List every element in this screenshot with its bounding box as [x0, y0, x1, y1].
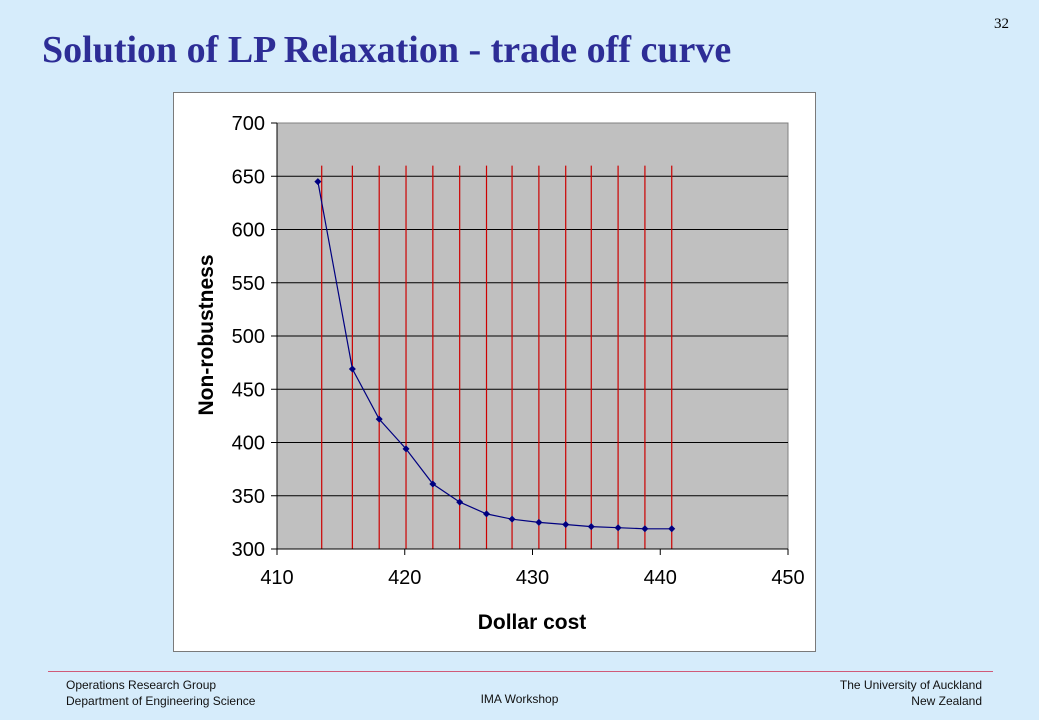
footer-university: The University of Auckland — [839, 678, 982, 692]
series-line — [317, 181, 672, 530]
x-tick-label-410: 410 — [260, 567, 293, 589]
y-tick-label-400: 400 — [232, 433, 265, 455]
data-point-9 — [535, 518, 543, 526]
y-axis-title: Non-robustness — [195, 254, 218, 415]
y-tick-label-300: 300 — [232, 539, 265, 561]
y-tick-label-450: 450 — [232, 379, 265, 401]
footer-event: IMA Workshop — [480, 692, 559, 706]
data-point-10 — [562, 521, 570, 529]
y-tick-label-550: 550 — [232, 273, 265, 295]
data-point-13 — [641, 525, 649, 533]
data-point-1 — [314, 178, 322, 186]
y-tick-label-600: 600 — [232, 220, 265, 242]
series — [314, 178, 676, 533]
footer-center: IMA Workshop — [0, 691, 1039, 707]
y-tick-label-700: 700 — [232, 113, 265, 135]
footer-department: Department of Engineering Science — [66, 694, 256, 708]
y-tick-label-650: 650 — [232, 166, 265, 188]
slide-number: 32 — [994, 16, 1009, 32]
y-tick-label-350: 350 — [232, 486, 265, 508]
data-point-14 — [668, 525, 676, 533]
data-point-12 — [614, 524, 622, 532]
footer-divider — [48, 671, 993, 672]
x-tick-label-420: 420 — [388, 567, 421, 589]
data-point-4 — [402, 445, 410, 453]
x-tick-label-430: 430 — [516, 567, 549, 589]
tradeoff-chart: 300 350 400 450 500 550 600 650 700 410 420 430 440 4… — [195, 113, 805, 634]
tick-labels: 300 350 400 450 500 550 600 650 700 410 420 430 440 4… — [232, 113, 805, 589]
x-tick-label-450: 450 — [771, 567, 804, 589]
x-axis-title: Dollar cost — [478, 611, 587, 634]
x-tick-label-440: 440 — [644, 567, 677, 589]
gridlines — [277, 175, 788, 497]
data-point-11 — [587, 523, 595, 531]
y-tick-label-500: 500 — [232, 326, 265, 348]
footer-left: Operations Research Group Department of … — [66, 677, 255, 709]
footer-right: The University of Auckland New Zealand — [840, 677, 982, 709]
data-point-8 — [508, 515, 516, 523]
slide-title: Solution of LP Relaxation - trade off cu… — [42, 29, 732, 71]
footer-country: New Zealand — [911, 694, 982, 708]
data-point-3 — [375, 415, 383, 423]
axes — [271, 122, 789, 555]
chart-container: 300 350 400 450 500 550 600 650 700 410 420 430 440 4… — [173, 92, 816, 652]
data-point-6 — [456, 498, 464, 506]
data-point-5 — [429, 480, 437, 488]
data-point-2 — [348, 365, 356, 373]
footer-group: Operations Research Group — [66, 678, 217, 692]
vertical-lines — [321, 165, 673, 549]
